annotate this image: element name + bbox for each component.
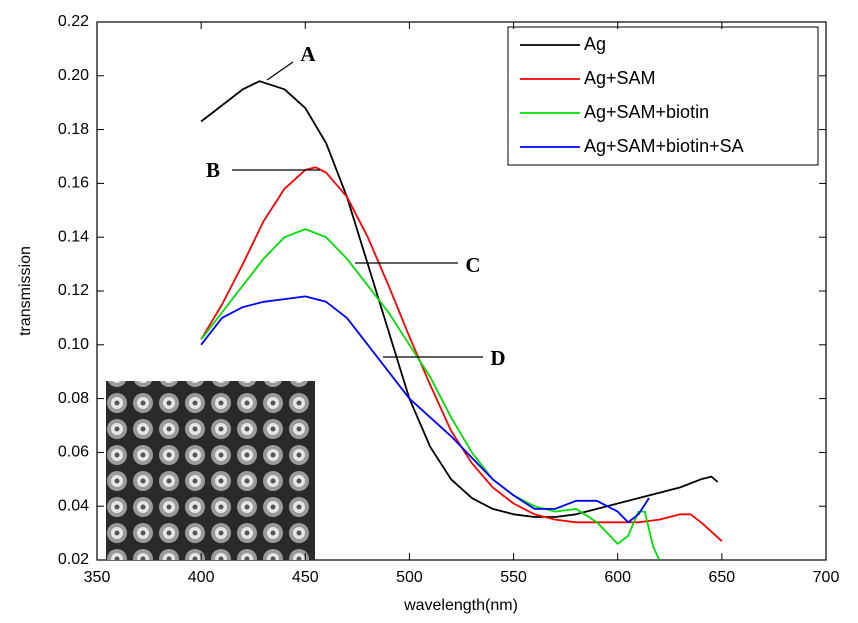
plot-area <box>200 80 723 560</box>
annotation: C <box>465 253 480 277</box>
annotation: D <box>490 346 505 370</box>
legend-box <box>507 26 819 166</box>
y-tick-label: 0.08 <box>58 390 89 407</box>
x-tick-label: 500 <box>396 569 423 586</box>
annotation-leader <box>266 61 294 81</box>
y-tick-label: 0.10 <box>58 336 89 353</box>
y-tick-label: 0.02 <box>58 551 89 568</box>
x-tick-label: 550 <box>500 569 527 586</box>
y-tick-label: 0.14 <box>58 228 89 245</box>
series-line <box>200 228 661 560</box>
y-tick-label: 0.06 <box>58 444 89 461</box>
series-line <box>200 295 650 524</box>
y-tick-label: 0.20 <box>58 67 89 84</box>
annotation: B <box>206 158 220 182</box>
x-tick-label: 400 <box>188 569 215 586</box>
annotation: A <box>300 42 316 66</box>
x-tick-label: 350 <box>84 569 111 586</box>
y-tick-label: 0.22 <box>58 13 89 30</box>
legend-label: Ag+SAM <box>584 68 656 88</box>
x-tick-label: 650 <box>709 569 736 586</box>
x-axis-label: wavelength(nm) <box>403 597 518 614</box>
inset-image <box>106 381 315 560</box>
legend-label: Ag <box>584 34 606 54</box>
y-axis-label: transmission <box>17 246 34 336</box>
y-tick-label: 0.12 <box>58 282 89 299</box>
legend-label: Ag+SAM+biotin+SA <box>584 136 744 156</box>
series-line <box>200 80 719 518</box>
x-tick-label: 600 <box>604 569 631 586</box>
y-tick-label: 0.16 <box>58 175 89 192</box>
legend-label: Ag+SAM+biotin <box>584 102 709 122</box>
y-tick-label: 0.04 <box>58 497 89 514</box>
y-tick-label: 0.18 <box>58 121 89 138</box>
x-tick-label: 700 <box>813 569 840 586</box>
x-tick-label: 450 <box>292 569 319 586</box>
